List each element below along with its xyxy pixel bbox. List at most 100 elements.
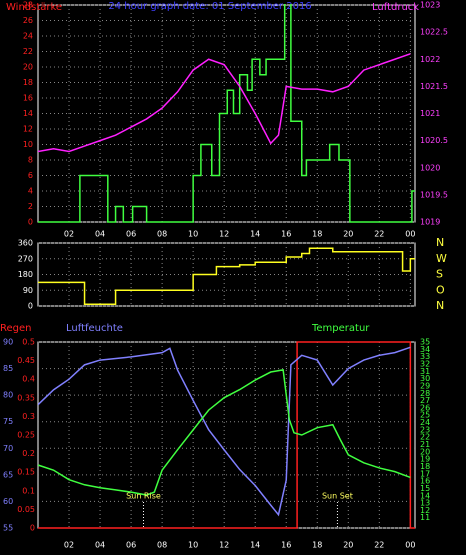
y3-tick-label: 70 xyxy=(3,444,13,453)
y2-tick-label: 35 xyxy=(420,338,430,347)
x-tick-label: 00 xyxy=(405,230,415,239)
series-line xyxy=(38,4,415,223)
y-tick-label: 18 xyxy=(23,78,33,87)
y2-tick-label: 13 xyxy=(420,499,430,508)
y2-tick-label: 19 xyxy=(420,455,430,464)
y2-tick-label: 24 xyxy=(420,418,430,427)
y-tick-label: 0.4 xyxy=(22,375,35,384)
y2-tick-label: 25 xyxy=(420,411,430,420)
x-tick-label: 22 xyxy=(374,541,384,550)
y2-tick-label: 1021 xyxy=(420,109,440,118)
x-tick-label: 14 xyxy=(250,230,260,239)
series-group xyxy=(38,341,415,529)
y2-tick-label: 1023 xyxy=(420,1,440,10)
x-tick-label: 02 xyxy=(64,541,74,550)
y2-tick-label: 1020 xyxy=(420,163,440,172)
x-tick-label: 18 xyxy=(312,230,322,239)
y3-tick-label: 75 xyxy=(3,417,13,426)
y-tick-label: 22 xyxy=(23,47,33,56)
y2-tick-label: 1020.5 xyxy=(420,136,448,145)
title: 24 hour graph date: 01 September 2016 xyxy=(108,1,311,12)
y2-tick-label: 22 xyxy=(420,433,430,442)
x-tick-label: 20 xyxy=(343,541,353,550)
x-tick-label: 16 xyxy=(281,230,291,239)
y2-tick-label: 12 xyxy=(420,506,430,515)
y-tick-label: 0.5 xyxy=(22,338,35,347)
y-tick-label: 26 xyxy=(23,16,33,25)
series-group xyxy=(38,4,415,223)
y2-tick-label: 18 xyxy=(420,462,430,471)
x-tick-label: 10 xyxy=(188,230,198,239)
y2-tick-label: 1021.5 xyxy=(420,82,448,91)
y-tick-label: 20 xyxy=(23,63,33,72)
y3-tick-label: 65 xyxy=(3,470,13,479)
y2-tick-label: 1019 xyxy=(420,218,440,227)
y2-tick-label: 31 xyxy=(420,367,430,376)
y2-tick-label: N xyxy=(436,299,444,312)
y-tick-label: 16 xyxy=(23,94,33,103)
y-tick-label: 28 xyxy=(23,1,33,10)
x-tick-label: 18 xyxy=(312,541,322,550)
x-tick-label: 04 xyxy=(95,541,105,550)
x-tick-label: 22 xyxy=(374,230,384,239)
y-tick-label: 6 xyxy=(28,171,33,180)
y-tick-label: 0.3 xyxy=(22,412,35,421)
y-tick-label: 10 xyxy=(23,140,33,149)
y3-tick-label: 85 xyxy=(3,364,13,373)
y-tick-label: 270 xyxy=(18,254,33,263)
y2-tick-label: 17 xyxy=(420,469,430,478)
y-tick-label: 8 xyxy=(28,156,33,165)
y2-tick-label: 29 xyxy=(420,381,430,390)
y-tick-label: 0.05 xyxy=(17,505,35,514)
y-tick-label: 90 xyxy=(23,286,33,295)
y3-tick-label: 55 xyxy=(3,524,13,533)
plot-frame xyxy=(37,341,416,529)
y2-tick-label: O xyxy=(436,283,445,296)
y3-axis-label: Luftfeuchte xyxy=(66,323,123,334)
x-tick-label: 12 xyxy=(219,541,229,550)
annotation-label: Sun Set xyxy=(322,492,353,501)
y2-tick-label: 26 xyxy=(420,403,430,412)
x-tick-label: 14 xyxy=(250,541,260,550)
y3-tick-label: 80 xyxy=(3,391,13,400)
y2-tick-label: 30 xyxy=(420,374,430,383)
y2-tick-label: 11 xyxy=(420,513,430,522)
annotation-label: Sun Rise xyxy=(126,492,161,501)
y-tick-label: 0.1 xyxy=(22,486,35,495)
x-tick-label: 00 xyxy=(405,541,415,550)
series-group xyxy=(38,247,415,305)
y2-tick-label: 1022.5 xyxy=(420,28,448,37)
y2-tick-label: 16 xyxy=(420,477,430,486)
y-axis-label: Windstärke xyxy=(6,2,62,13)
y-tick-label: 24 xyxy=(23,32,33,41)
y-tick-label: 0.2 xyxy=(22,449,35,458)
y2-tick-label: 28 xyxy=(420,389,430,398)
y2-tick-label: 23 xyxy=(420,425,430,434)
y-tick-label: 0 xyxy=(28,218,33,227)
y3-tick-label: 90 xyxy=(3,338,13,347)
y2-axis-label: Luftdruck xyxy=(372,2,419,13)
y2-tick-label: N xyxy=(436,236,444,249)
x-tick-label: 16 xyxy=(281,541,291,550)
x-tick-label: 20 xyxy=(343,230,353,239)
y2-tick-label: 20 xyxy=(420,447,430,456)
x-tick-label: 04 xyxy=(95,230,105,239)
y2-tick-label: 27 xyxy=(420,396,430,405)
y2-tick-label: 21 xyxy=(420,440,430,449)
y2-tick-label: 1022 xyxy=(420,55,440,64)
x-tick-label: 10 xyxy=(188,541,198,550)
x-tick-label: 06 xyxy=(126,541,136,550)
y-tick-label: 14 xyxy=(23,109,33,118)
series-line xyxy=(38,368,411,496)
x-tick-label: 08 xyxy=(157,541,167,550)
y2-axis-label: Temperatur xyxy=(311,323,370,334)
y2-tick-label: W xyxy=(436,252,447,265)
x-tick-label: 08 xyxy=(157,230,167,239)
y2-tick-label: 33 xyxy=(420,352,430,361)
y-tick-label: 0.15 xyxy=(17,468,35,477)
y-axis-label: Regen xyxy=(0,323,32,334)
y-tick-label: 0.35 xyxy=(17,393,35,402)
y2-tick-label: S xyxy=(436,268,443,281)
y-tick-label: 360 xyxy=(18,239,33,248)
